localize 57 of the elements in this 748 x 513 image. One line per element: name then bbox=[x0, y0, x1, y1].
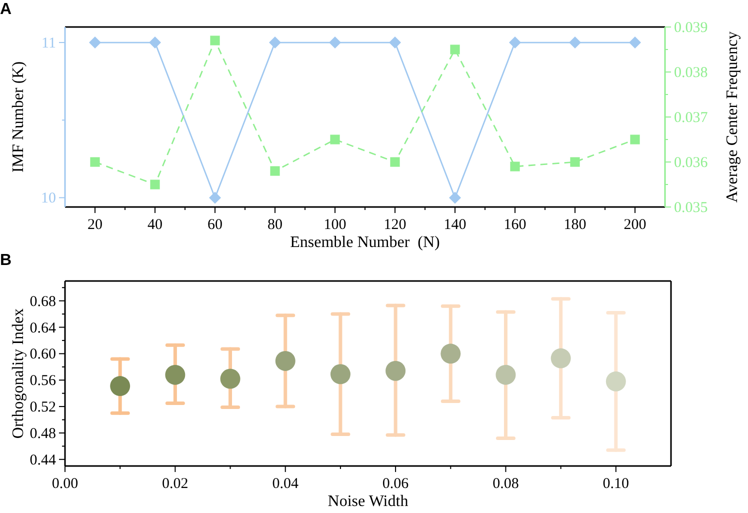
x-tick-label: 0.08 bbox=[492, 476, 519, 492]
x-tick-label: 0.02 bbox=[162, 476, 188, 492]
y2-tick-label: 0.036 bbox=[674, 155, 708, 171]
point bbox=[450, 44, 460, 54]
point bbox=[270, 166, 280, 176]
x-tick-label: 100 bbox=[324, 217, 346, 233]
y2-tick-label: 0.037 bbox=[674, 110, 708, 126]
point bbox=[150, 180, 160, 190]
x-tick-label: 120 bbox=[384, 217, 406, 233]
y2-axis-title: Average Center Frequency bbox=[724, 31, 741, 203]
x-tick-label: 0.04 bbox=[272, 476, 299, 492]
point bbox=[210, 36, 220, 46]
point bbox=[90, 157, 100, 167]
x-axis-title: Noise Width bbox=[328, 493, 408, 510]
point bbox=[330, 134, 340, 144]
y-tick-label: 0.44 bbox=[30, 452, 56, 468]
y-tick-label: 0.56 bbox=[30, 373, 56, 390]
point bbox=[606, 371, 626, 392]
point bbox=[165, 364, 186, 385]
point bbox=[330, 364, 350, 384]
point bbox=[550, 348, 571, 368]
y-axis-title: IMF Number (K) bbox=[10, 61, 27, 173]
x-axis-title: Ensemble Number (N) bbox=[290, 234, 440, 251]
point bbox=[510, 162, 520, 172]
x-tick-label: 40 bbox=[148, 217, 162, 233]
x-tick-label: 180 bbox=[564, 217, 586, 233]
y-tick-label: 0.48 bbox=[30, 426, 56, 442]
y2-tick-label: 0.038 bbox=[674, 65, 708, 81]
x-tick-label: 160 bbox=[504, 217, 526, 233]
point bbox=[440, 344, 461, 364]
point bbox=[220, 368, 240, 389]
y-tick-label: 0.64 bbox=[30, 320, 56, 336]
y-tick-label: 0.68 bbox=[30, 294, 56, 310]
y-tick-label: 10 bbox=[41, 190, 56, 207]
y-tick-label: 0.60 bbox=[30, 346, 56, 363]
y-tick-label: 11 bbox=[42, 36, 56, 52]
x-tick-label: 0.10 bbox=[602, 476, 630, 492]
y2-tick-label: 0.039 bbox=[674, 20, 708, 36]
point bbox=[110, 376, 130, 396]
point bbox=[390, 157, 400, 167]
point bbox=[386, 360, 406, 381]
x-tick-label: 140 bbox=[444, 217, 466, 233]
point bbox=[570, 157, 580, 167]
point bbox=[496, 364, 516, 385]
x-tick-label: 0.06 bbox=[382, 476, 410, 492]
point bbox=[630, 134, 640, 144]
x-tick-label: 200 bbox=[624, 217, 646, 233]
x-tick-label: 20 bbox=[88, 217, 102, 233]
y-tick-label: 0.52 bbox=[30, 400, 56, 416]
chart-title: A bbox=[0, 1, 12, 18]
x-tick-label: 0.00 bbox=[52, 476, 78, 492]
x-tick-label: 80 bbox=[268, 217, 282, 233]
y2-tick-label: 0.035 bbox=[674, 200, 708, 216]
point bbox=[275, 350, 296, 371]
x-tick-label: 60 bbox=[208, 217, 222, 233]
chart-title: B bbox=[0, 252, 12, 269]
y-axis-title: Orthogonality Index bbox=[10, 308, 27, 439]
